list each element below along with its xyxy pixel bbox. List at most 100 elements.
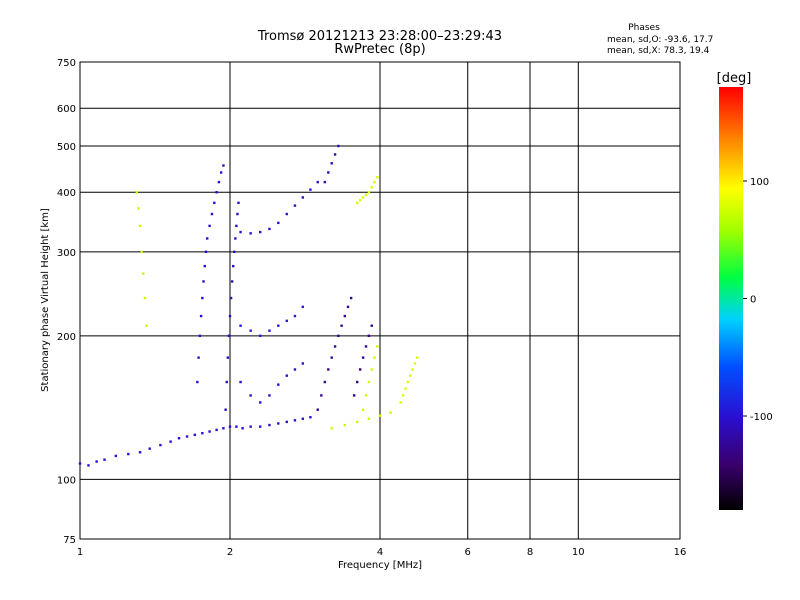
data-point: [140, 250, 143, 254]
data-point: [337, 144, 340, 148]
data-point: [327, 368, 330, 371]
data-point: [361, 196, 365, 199]
data-point: [413, 362, 417, 365]
data-point: [159, 443, 162, 447]
data-point: [301, 305, 305, 309]
data-point: [217, 180, 221, 184]
data-point: [355, 420, 359, 424]
data-point: [370, 324, 373, 327]
x-tick-label: 4: [377, 547, 383, 558]
data-point: [355, 380, 359, 384]
y-tick-label: 600: [57, 104, 76, 115]
data-point: [277, 221, 280, 225]
y-tick-label: 400: [57, 188, 76, 199]
data-point: [215, 191, 218, 194]
data-point: [198, 334, 202, 338]
data-point: [228, 314, 232, 318]
data-point: [135, 191, 138, 194]
colorbar-label: [deg]: [717, 71, 752, 86]
data-point: [406, 380, 410, 384]
y-tick-label: 200: [57, 332, 76, 343]
data-point: [411, 368, 414, 371]
data-point: [138, 451, 142, 454]
data-point: [352, 394, 356, 397]
data-point: [316, 408, 319, 411]
data-point: [215, 428, 218, 432]
data-point: [193, 433, 197, 437]
y-tick-label: 75: [63, 535, 76, 546]
data-point: [364, 345, 368, 348]
data-point: [236, 212, 239, 216]
data-point: [239, 380, 242, 384]
data-point: [219, 171, 223, 174]
grid-lines: [80, 62, 680, 539]
data-point: [201, 296, 204, 300]
data-point: [249, 425, 252, 428]
data-point: [330, 427, 333, 430]
data-point: [367, 334, 371, 338]
data-point: [143, 296, 147, 300]
colorbar-tick-label: -100: [750, 412, 773, 423]
data-point: [137, 207, 140, 210]
y-tick-label: 300: [57, 248, 76, 259]
data-point: [343, 314, 347, 318]
legend-line-o: mean, sd,O: -93.6, 17.7: [607, 35, 713, 45]
data-point: [103, 458, 106, 461]
data-point: [399, 401, 402, 404]
data-point: [337, 334, 340, 338]
data-point: [358, 368, 362, 371]
data-point: [142, 272, 145, 275]
data-point: [145, 324, 148, 327]
data-point: [268, 329, 271, 332]
data-point: [401, 394, 405, 397]
x-tick-label: 8: [527, 547, 533, 558]
data-point: [373, 356, 376, 359]
data-point: [197, 356, 200, 359]
data-point: [230, 280, 234, 283]
data-point: [210, 212, 214, 216]
data-point: [285, 212, 288, 216]
y-tick-label: 500: [57, 142, 76, 153]
data-point: [367, 191, 371, 194]
colorbar-ticks: 100 0 -100: [743, 177, 773, 423]
data-point: [249, 394, 252, 397]
data-point: [277, 324, 280, 327]
data-point: [330, 356, 333, 359]
data-point: [127, 452, 130, 456]
data-point: [227, 334, 231, 338]
data-point: [241, 427, 244, 430]
y-axis-label: Stationary phase Virtual Height [km]: [40, 208, 51, 392]
data-point: [235, 224, 238, 228]
x-axis-label: Frequency [MHz]: [338, 560, 422, 571]
data-point: [249, 329, 252, 332]
data-point: [355, 201, 359, 205]
data-point: [316, 180, 319, 184]
data-point: [235, 425, 238, 428]
colorbar: [719, 87, 743, 510]
chart-title: Tromsø 20121213 23:28:00–23:29:43: [257, 29, 502, 44]
data-point: [358, 198, 362, 202]
data-point: [364, 193, 368, 197]
data-point: [114, 454, 118, 458]
data-point: [293, 204, 297, 207]
data-point: [199, 314, 203, 318]
data-point: [370, 185, 373, 189]
data-point: [330, 162, 333, 165]
data-point: [285, 319, 288, 323]
x-tick-label: 16: [674, 547, 687, 558]
data-point: [222, 427, 225, 430]
x-tick-labels: 1 2 4 6 8 10 16: [77, 547, 687, 558]
data-point: [378, 414, 382, 417]
data-point: [148, 447, 151, 450]
data-point: [208, 430, 211, 433]
y-tick-label: 750: [57, 58, 76, 69]
data-point: [185, 435, 189, 438]
data-point: [229, 296, 233, 300]
data-point: [204, 250, 208, 254]
data-point: [340, 324, 343, 327]
data-point: [268, 394, 271, 397]
data-point: [169, 440, 172, 443]
data-point: [268, 423, 271, 427]
data-point: [333, 345, 337, 348]
data-point: [222, 164, 225, 167]
